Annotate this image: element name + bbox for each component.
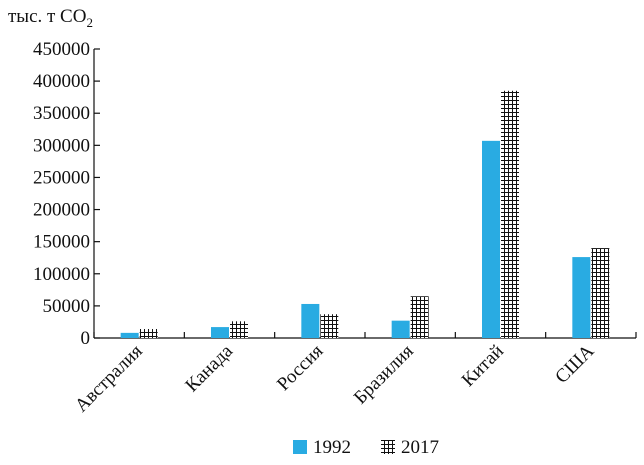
legend-label-1992: 1992 xyxy=(313,437,351,458)
y-tick-label: 0 xyxy=(81,328,91,349)
bar-1992 xyxy=(120,332,139,338)
bar-1992 xyxy=(211,327,229,338)
bar-2017 xyxy=(501,90,519,338)
y-tick-label: 450000 xyxy=(33,39,90,60)
bar-2017 xyxy=(320,314,339,338)
bar-2017 xyxy=(410,296,429,338)
y-tick-label: 400000 xyxy=(33,71,90,92)
y-ticks-group: 0 50000 100000 150000 200000 250000 300000 3500… xyxy=(33,39,100,349)
bar-2017 xyxy=(591,248,610,338)
bar-1992 xyxy=(391,320,410,338)
y-tick-label: 150000 xyxy=(33,232,90,253)
y-axis-label: тыс. т СО2 xyxy=(8,6,93,30)
x-ticks-group xyxy=(93,332,637,338)
y-tick-label: 200000 xyxy=(33,200,90,221)
y-tick-label: 300000 xyxy=(33,135,90,156)
y-tick-label: 250000 xyxy=(33,167,90,188)
category-label: Китай xyxy=(458,341,508,391)
bar-2017 xyxy=(139,329,158,338)
legend-label-2017: 2017 xyxy=(401,437,439,458)
category-labels-group: Австралия Канада Россия Бразилия Китай США xyxy=(71,340,599,416)
y-tick-label: 50000 xyxy=(43,296,91,317)
bar-2017 xyxy=(230,321,248,338)
category-label: Россия xyxy=(273,341,328,396)
legend-swatch-1992 xyxy=(293,440,307,454)
y-tick-label: 100000 xyxy=(33,264,90,285)
category-label: США xyxy=(551,340,598,387)
category-label: Австралия xyxy=(71,341,147,417)
bar-1992 xyxy=(482,140,500,338)
y-tick-label: 350000 xyxy=(33,103,90,124)
bar-1992 xyxy=(301,303,320,338)
legend: 1992 2017 xyxy=(293,437,439,458)
category-label: Бразилия xyxy=(350,341,418,409)
bar-1992 xyxy=(572,257,591,338)
category-label: Канада xyxy=(181,340,237,396)
y-axis-label-main: тыс. т СО xyxy=(8,6,86,27)
y-axis-label-subscript: 2 xyxy=(86,15,93,30)
bars-group xyxy=(120,90,610,338)
legend-swatch-2017 xyxy=(381,440,395,454)
